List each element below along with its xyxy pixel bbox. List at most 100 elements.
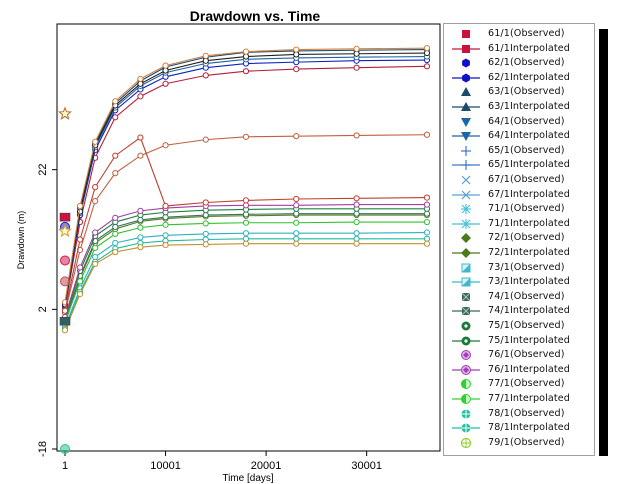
data-point bbox=[112, 214, 119, 221]
legend-marker bbox=[452, 336, 480, 346]
observed-point bbox=[60, 444, 71, 454]
legend: 61/1(Observed) 61/1Interpolated 62/1(Obser… bbox=[443, 23, 595, 456]
y-tick-label: 22 bbox=[37, 164, 49, 176]
data-point bbox=[137, 75, 144, 82]
data-point bbox=[137, 93, 144, 100]
data-point bbox=[112, 230, 119, 238]
legend-marker bbox=[461, 204, 471, 215]
observed-point bbox=[58, 223, 72, 238]
data-point bbox=[137, 152, 144, 159]
x-tick-label: 20001 bbox=[251, 460, 282, 472]
legend-label: 76/1(Observed) bbox=[488, 349, 565, 361]
legend-marker bbox=[452, 364, 480, 375]
data-point bbox=[76, 290, 84, 298]
legend-item: 76/1Interpolated bbox=[444, 363, 592, 378]
data-point bbox=[353, 64, 360, 71]
observed-point bbox=[58, 106, 72, 120]
legend-marker bbox=[461, 263, 471, 273]
data-point bbox=[112, 114, 119, 121]
data-point bbox=[137, 207, 144, 214]
legend-item: 74/1(Observed) bbox=[444, 290, 592, 305]
data-point bbox=[202, 199, 209, 206]
legend-item: 67/1(Observed) bbox=[444, 173, 592, 188]
legend-label: 62/1Interpolated bbox=[488, 71, 570, 83]
data-point bbox=[202, 241, 209, 248]
legend-marker-shape bbox=[463, 366, 469, 373]
legend-item: 71/1Interpolated bbox=[444, 217, 592, 232]
legend-marker bbox=[460, 437, 472, 448]
legend-item: 77/1(Observed) bbox=[444, 377, 592, 392]
legend-item: 78/1(Observed) bbox=[444, 407, 592, 422]
legend-item: 76/1(Observed) bbox=[444, 348, 592, 363]
data-point bbox=[293, 240, 300, 247]
data-point bbox=[76, 202, 84, 210]
y-axis-label: Drawdown (m) bbox=[16, 211, 26, 270]
chart-title: Drawdown vs. Time bbox=[190, 8, 321, 24]
legend-marker bbox=[461, 409, 471, 419]
data-point bbox=[242, 230, 250, 237]
legend-label: 61/1Interpolated bbox=[488, 42, 570, 54]
legend-item: 73/1(Observed) bbox=[444, 261, 592, 276]
legend-label: 73/1(Observed) bbox=[488, 261, 565, 273]
x-axis-ticks: 1 10001 20001 30001 bbox=[62, 451, 382, 472]
legend-item: 62/1Interpolated bbox=[444, 71, 592, 86]
data-point bbox=[242, 197, 250, 204]
legend-label: 75/1(Observed) bbox=[488, 320, 565, 331]
legend-marker-shape bbox=[461, 394, 466, 404]
data-point bbox=[137, 224, 144, 231]
data-point bbox=[353, 240, 360, 247]
data-point bbox=[293, 46, 300, 53]
legend-item: 74/1Interpolated bbox=[444, 304, 592, 319]
observed-point bbox=[59, 316, 71, 326]
legend-marker bbox=[452, 394, 480, 404]
data-point bbox=[353, 132, 360, 139]
legend-marker bbox=[461, 292, 471, 302]
data-point bbox=[162, 202, 169, 210]
legend-marker bbox=[461, 350, 471, 361]
legend-item: 75/1Interpolated bbox=[444, 334, 592, 349]
data-point bbox=[112, 239, 119, 247]
legend-label: 77/1(Observed) bbox=[488, 378, 565, 390]
legend-marker-shape bbox=[461, 204, 471, 214]
observed-point bbox=[59, 212, 71, 222]
legend-label: 75/1Interpolated bbox=[488, 334, 570, 346]
data-point bbox=[112, 98, 119, 105]
data-point bbox=[202, 52, 209, 59]
legend-marker-shape bbox=[461, 132, 471, 142]
legend-marker-shape bbox=[462, 58, 470, 68]
data-point bbox=[137, 134, 144, 141]
legend-marker bbox=[452, 160, 480, 171]
legend-item: 73/1Interpolated bbox=[444, 275, 592, 290]
data-point bbox=[76, 264, 84, 271]
data-point bbox=[92, 197, 99, 205]
data-point bbox=[353, 195, 360, 202]
legend-scrollbar[interactable] bbox=[599, 29, 608, 456]
data-point bbox=[242, 219, 250, 226]
data-point bbox=[76, 208, 84, 215]
data-point bbox=[92, 138, 99, 145]
legend-item: 67/1Interpolated bbox=[444, 188, 592, 203]
legend-marker bbox=[462, 58, 470, 68]
data-point bbox=[293, 219, 300, 226]
data-point bbox=[242, 48, 250, 55]
data-point bbox=[162, 232, 169, 239]
legend-item: 64/1(Observed) bbox=[444, 115, 592, 130]
legend-marker bbox=[452, 44, 480, 53]
legend-marker-shape bbox=[461, 117, 471, 127]
legend-label: 64/1(Observed) bbox=[488, 115, 565, 127]
data-point bbox=[76, 236, 84, 243]
legend-label: 72/1Interpolated bbox=[488, 247, 570, 258]
data-point bbox=[61, 307, 69, 314]
legend-marker-shape bbox=[461, 102, 471, 111]
observed-point bbox=[60, 255, 71, 266]
legend-item: 62/1(Observed) bbox=[444, 56, 592, 71]
legend-label: 78/1Interpolated bbox=[488, 422, 570, 434]
legend-item: 63/1Interpolated bbox=[444, 100, 592, 115]
observed-point bbox=[60, 276, 71, 287]
legend-item: 71/1(Observed) bbox=[444, 202, 592, 217]
legend-label: 64/1Interpolated bbox=[488, 130, 570, 142]
legend-item: 63/1(Observed) bbox=[444, 85, 592, 100]
data-point bbox=[162, 80, 169, 87]
